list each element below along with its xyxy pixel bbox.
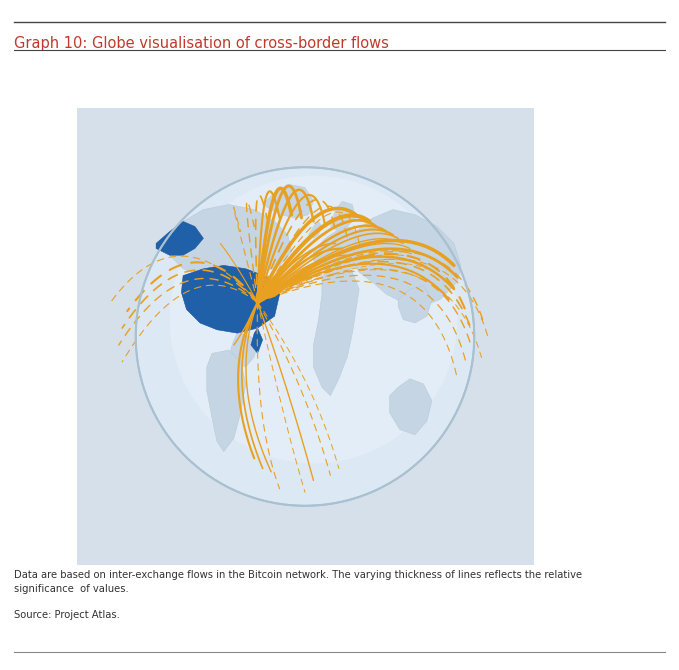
Polygon shape [251,328,263,354]
Polygon shape [352,210,461,306]
Polygon shape [166,204,291,277]
Text: Data are based on inter-exchange flows in the Bitcoin network. The varying thick: Data are based on inter-exchange flows i… [14,570,582,580]
Polygon shape [314,226,369,272]
Text: significance  of values.: significance of values. [14,584,129,594]
Text: Graph 10: Globe visualisation of cross-border flows: Graph 10: Globe visualisation of cross-b… [14,36,389,51]
Polygon shape [314,269,359,396]
Polygon shape [231,333,257,367]
Polygon shape [444,261,461,289]
Circle shape [170,176,458,464]
Polygon shape [398,285,432,323]
Polygon shape [308,221,322,239]
Polygon shape [181,265,280,333]
Circle shape [136,168,474,506]
Polygon shape [390,379,432,435]
Polygon shape [207,350,246,452]
Text: Source: Project Atlas.: Source: Project Atlas. [14,610,120,620]
Polygon shape [331,201,356,232]
Polygon shape [156,221,204,255]
Polygon shape [263,184,314,218]
